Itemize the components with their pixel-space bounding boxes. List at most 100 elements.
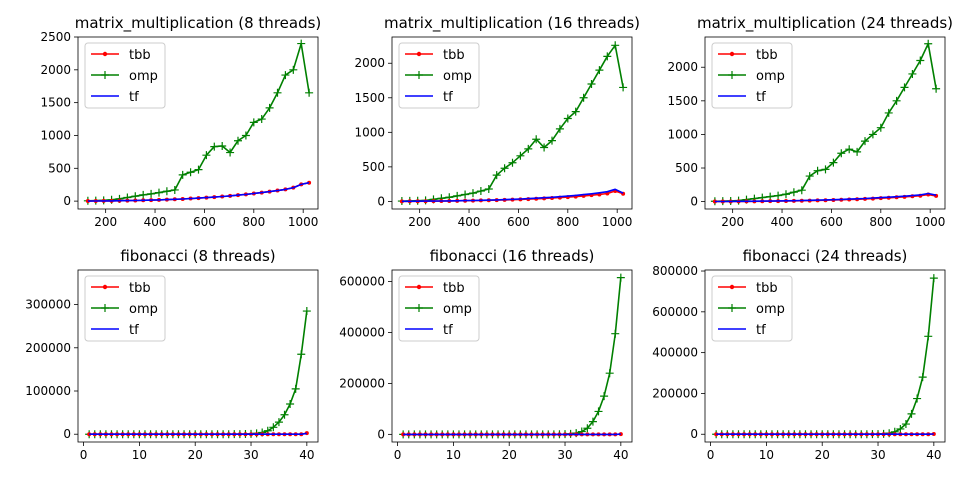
data-point-omp	[532, 135, 541, 144]
data-point-omp	[813, 166, 822, 175]
legend-label-tf: tf	[756, 323, 766, 338]
data-point-omp	[226, 148, 235, 157]
y-tick-label: 600000	[652, 305, 698, 319]
data-point-omp	[555, 124, 564, 133]
axes-frame	[391, 36, 633, 210]
legend-label-omp: omp	[443, 302, 472, 317]
data-point-omp	[913, 394, 922, 403]
x-tick-label: 20	[815, 448, 830, 462]
subplot-6: fibonacci (24 threads) 0 10 20 30 40 0 200000 40…	[652, 247, 946, 462]
y-tick-label: 2000	[40, 63, 71, 77]
subplot-title: matrix_multiplication (8 threads)	[75, 14, 322, 33]
y-tick-label: 2500	[40, 30, 71, 44]
data-point-tbb	[87, 432, 92, 437]
data-point-omp	[616, 273, 625, 282]
legend-label-omp: omp	[129, 302, 158, 317]
legend: tbb omp tf	[711, 275, 793, 342]
data-point-omp	[540, 143, 549, 152]
data-point-omp	[907, 409, 916, 418]
data-point-omp	[563, 114, 572, 123]
data-point-omp	[821, 165, 830, 174]
x-tick-label: 1000	[915, 215, 946, 229]
subplot-title: fibonacci (16 threads)	[430, 247, 595, 265]
x-tick-label: 200	[94, 215, 117, 229]
x-tick-label: 10	[759, 448, 774, 462]
legend: tbb omp tf	[84, 42, 166, 109]
x-tick-label: 800	[242, 215, 265, 229]
data-point-tbb	[618, 432, 623, 437]
data-point-omp	[908, 69, 917, 78]
y-tick-label: 500	[362, 160, 385, 174]
x-tick-label: 600	[507, 215, 530, 229]
subplot-4: fibonacci (8 threads) 0 10 20 30 40 0 100000 200…	[25, 247, 319, 462]
data-point-omp	[797, 186, 806, 195]
x-tick-label: 800	[556, 215, 579, 229]
legend-marker-omp	[101, 71, 109, 79]
data-point-omp	[139, 190, 148, 199]
subplot-2: matrix_multiplication (16 threads) 200 400…	[354, 14, 640, 229]
axes-frame	[704, 36, 946, 210]
data-point-omp	[918, 373, 927, 382]
legend-marker-tbb	[102, 51, 108, 57]
data-point-omp	[170, 185, 179, 194]
legend-label-omp: omp	[756, 69, 785, 84]
data-point-omp	[249, 118, 258, 127]
legend-marker-tbb	[416, 284, 422, 290]
data-point-omp	[594, 407, 603, 416]
legend-box	[84, 275, 166, 342]
data-point-omp	[508, 158, 517, 167]
x-tick-label: 0	[80, 448, 88, 462]
data-point-omp	[805, 172, 814, 181]
subplot-3: matrix_multiplication (24 threads) 200 400…	[667, 14, 953, 229]
data-point-omp	[588, 417, 597, 426]
data-point-omp	[932, 84, 941, 93]
data-point-omp	[896, 424, 905, 433]
x-tick-label: 200	[721, 215, 744, 229]
data-point-omp	[774, 191, 783, 200]
legend-label-tbb: tbb	[756, 48, 778, 63]
y-tick-label: 0	[63, 194, 71, 208]
axes-frame	[704, 269, 946, 443]
data-point-omp	[468, 189, 477, 198]
legend-box	[711, 42, 793, 109]
data-point-omp	[484, 184, 493, 193]
data-point-omp	[147, 189, 156, 198]
y-tick-label: 200000	[652, 386, 698, 400]
x-tick-label: 0	[707, 448, 715, 462]
y-tick-label: 1000	[354, 125, 385, 139]
data-point-omp	[837, 149, 846, 158]
subplot-title: fibonacci (24 threads)	[743, 247, 908, 265]
y-tick-label: 1000	[667, 127, 698, 141]
data-point-tbb	[714, 432, 719, 437]
x-tick-label: 600	[193, 215, 216, 229]
data-point-omp	[500, 164, 509, 173]
legend-marker-tbb	[416, 51, 422, 57]
data-point-omp	[781, 190, 790, 199]
data-point-omp	[571, 107, 580, 116]
y-tick-label: 1000	[40, 128, 71, 142]
data-point-omp	[492, 171, 501, 180]
data-point-omp	[524, 144, 533, 153]
y-tick-label: 500	[675, 161, 698, 175]
data-point-omp	[289, 65, 298, 74]
x-tick-label: 10	[446, 448, 461, 462]
plot-area	[397, 41, 628, 206]
subplot-title: matrix_multiplication (24 threads)	[697, 14, 953, 33]
legend-marker-omp	[728, 304, 736, 312]
x-tick-label: 1000	[602, 215, 633, 229]
data-point-omp	[476, 187, 485, 196]
data-point-tbb	[399, 199, 404, 204]
data-point-omp	[929, 274, 938, 283]
x-tick-label: 30	[870, 448, 885, 462]
legend-marker-omp	[415, 304, 423, 312]
data-point-omp	[297, 39, 306, 48]
plot-area	[85, 307, 311, 439]
data-point-omp	[194, 165, 203, 174]
axes-frame	[77, 36, 319, 210]
data-point-omp	[868, 130, 877, 139]
legend-label-tf: tf	[443, 90, 453, 105]
x-tick-label: 20	[188, 448, 203, 462]
legend-marker-omp	[101, 304, 109, 312]
y-tick-label: 0	[63, 427, 71, 441]
data-point-tbb	[307, 180, 312, 185]
